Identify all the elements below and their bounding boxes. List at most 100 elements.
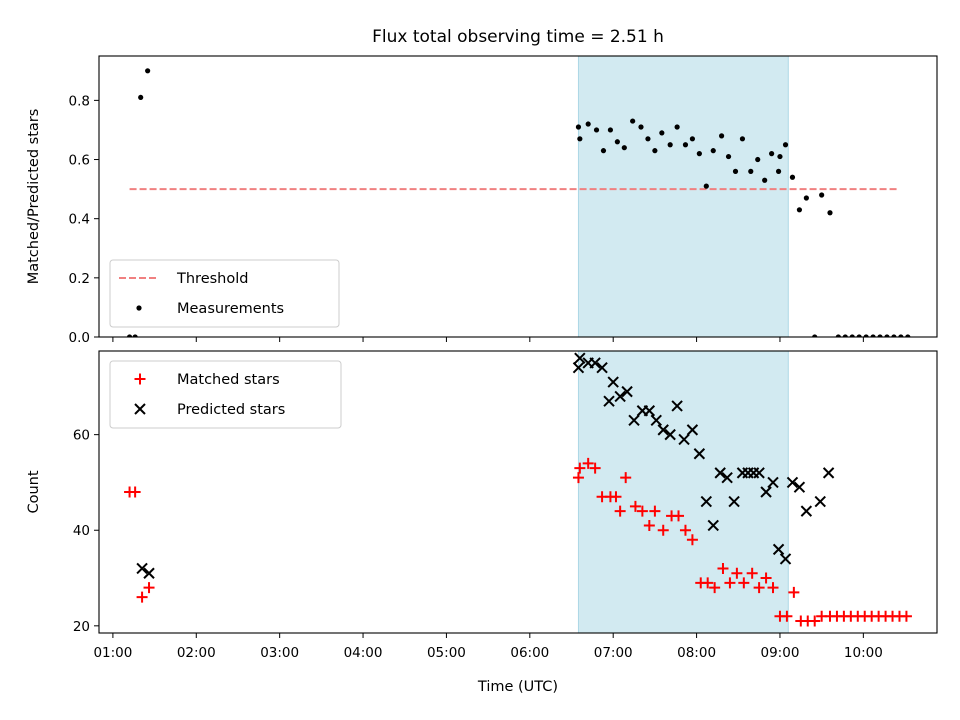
measurement-point [659, 130, 665, 136]
measurement-point [577, 136, 583, 142]
predicted-stars-point [650, 414, 662, 427]
measurement-point [782, 142, 789, 148]
matched-stars-point [753, 582, 765, 594]
predicted-stars-point [814, 495, 826, 508]
measurement-point [891, 334, 897, 337]
measurement-point [856, 334, 862, 337]
matched-stars-point [643, 519, 655, 531]
predicted-stars-point [607, 376, 619, 388]
data-layer [126, 68, 911, 337]
matched-stars-point [760, 572, 772, 584]
chart-title: Flux total observing time = 2.51 h [372, 27, 664, 47]
measurement-point [870, 334, 876, 337]
measurement-point [638, 124, 644, 130]
predicted-stars-point [574, 352, 586, 364]
measurement-point [145, 68, 151, 74]
predicted-stars-point [657, 424, 669, 436]
measurement-point [842, 334, 848, 337]
predicted-stars-point [728, 495, 740, 508]
measurement-point [732, 168, 739, 174]
observing-window-span [577, 55, 789, 338]
predicted-stars-point [822, 467, 835, 479]
predicted-stars-point [693, 448, 706, 460]
matched-stars-point [572, 472, 584, 484]
predicted-stars-point [753, 467, 765, 479]
measurement-point [689, 136, 696, 142]
measurement-point [600, 148, 607, 154]
predicted-stars-point [767, 476, 779, 489]
matched-stars-point [724, 577, 736, 589]
measurement-point [703, 183, 709, 189]
predicted-stars-point [678, 433, 690, 446]
matched-stars-point [746, 567, 758, 579]
predicted-stars-point [572, 362, 585, 374]
measurement-point [718, 133, 725, 139]
matched-stars-point [582, 457, 594, 469]
series-measurements [126, 68, 911, 337]
measurement-point [789, 174, 796, 180]
measurement-point [827, 210, 833, 216]
x-tick-label: 04:00 [344, 645, 383, 661]
measurement-point [607, 127, 614, 133]
measurement-point [645, 136, 651, 142]
y-tick-label: 0.8 [69, 93, 90, 109]
measurement-point [877, 334, 883, 337]
x-tick-label: 05:00 [427, 645, 466, 661]
y-tick-label: 0.2 [69, 271, 90, 287]
legend: Matched stars Predicted stars [109, 360, 342, 429]
matched-stars-point [781, 610, 793, 622]
measurement-point [812, 334, 818, 337]
plot-frame [98, 350, 938, 634]
predicted-stars-point [614, 390, 626, 403]
matched-stars-point [900, 610, 912, 622]
measurement-point [835, 334, 841, 337]
predicted-stars-point [779, 553, 792, 565]
measurement-point [710, 148, 716, 154]
matched-stars-point [649, 505, 661, 517]
predicted-stars-point [143, 567, 155, 579]
measurement-point [748, 168, 754, 174]
measurement-point [755, 156, 761, 163]
bottom-panel: 20 40 60 01:00 02:00 03:00 04:00 05:00 06:00 07:0… [26, 350, 938, 695]
measurement-point [796, 207, 803, 213]
measurement-point [762, 177, 768, 183]
measurement-point [575, 124, 582, 130]
y-tick-label: 60 [73, 428, 90, 444]
matched-stars-point [788, 586, 800, 598]
predicted-stars-point [772, 543, 785, 556]
plot-frame [98, 55, 938, 338]
predicted-stars-point [664, 428, 676, 441]
measurement-point [696, 151, 702, 157]
y-axis-label: Count [26, 470, 42, 513]
measurement-point [739, 136, 746, 142]
legend-label: Predicted stars [177, 402, 285, 418]
measurement-point [674, 124, 680, 130]
predicted-stars-point [671, 400, 683, 412]
legend-swatch-predicted-stars [134, 403, 146, 415]
measurement-point [630, 118, 636, 124]
measurement-point [769, 151, 775, 157]
measurement-point [621, 145, 627, 151]
measurement-point [819, 192, 825, 198]
x-tick-label: 06:00 [510, 645, 549, 661]
measurement-point [593, 127, 600, 133]
measurement-point [126, 334, 133, 337]
data-layer [124, 352, 912, 627]
measurement-point [863, 334, 869, 337]
predicted-stars-point [686, 424, 699, 436]
x-axis-label: Time (UTC) [477, 679, 558, 695]
matched-stars-point [129, 486, 141, 498]
measurement-point [682, 142, 689, 148]
predicted-stars-point [136, 562, 148, 575]
y-tick-label: 20 [73, 619, 90, 635]
measurement-point [884, 334, 890, 337]
legend-label: Matched stars [177, 372, 280, 388]
matched-stars-point [673, 510, 685, 522]
x-tick-label: 10:00 [844, 645, 883, 661]
measurement-point [777, 153, 783, 160]
legend-box [109, 259, 340, 328]
matched-stars-point [620, 472, 632, 484]
x-tick-label: 03:00 [260, 645, 299, 661]
predicted-stars-point [700, 495, 713, 508]
y-axis-label: Matched/Predicted stars [26, 109, 42, 285]
